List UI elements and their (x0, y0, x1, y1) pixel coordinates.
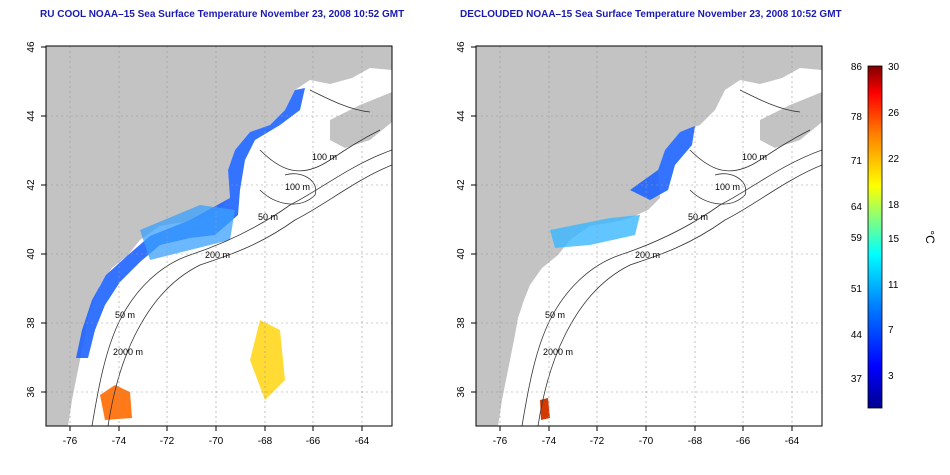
contour-label-50m-b: 50 m (545, 310, 565, 320)
contour-label-200m: 200 m (205, 250, 230, 260)
lat-tick: 44 (26, 110, 37, 122)
lat-tick: 36 (26, 386, 37, 398)
celsius-tick: 30 (888, 62, 900, 73)
lon-tick: -68 (688, 436, 703, 447)
land-mass (46, 46, 392, 426)
lon-tick: -66 (736, 436, 751, 447)
lon-tick: -70 (639, 436, 654, 447)
bathymetry-contours (521, 89, 822, 426)
celsius-tick: 18 (888, 200, 900, 211)
colorbar-gradient (867, 65, 883, 409)
fahrenheit-tick: 86 (851, 62, 863, 73)
fahrenheit-tick: 51 (851, 284, 863, 295)
lon-tick: -76 (63, 436, 78, 447)
contour-label-50m: 50 m (258, 212, 278, 222)
fahrenheit-tick: 59 (851, 233, 863, 244)
lat-tick: 42 (456, 179, 467, 191)
lat-tick: 42 (26, 179, 37, 191)
right-panel-title: DECLOUDED NOAA–15 Sea Surface Temperatur… (460, 9, 842, 20)
lat-tick: 46 (456, 41, 467, 53)
celsius-tick: 7 (888, 325, 894, 336)
celsius-tick: 11 (888, 280, 899, 291)
left-sst-map[interactable]: 100 m 100 m 50 m 200 m 50 m 2000 m -76 -… (0, 0, 420, 475)
sst-warm-speck (540, 398, 550, 420)
lon-tick: -68 (258, 436, 273, 447)
contour-label-2000m: 2000 m (543, 347, 573, 357)
bathymetry-contours (91, 89, 392, 426)
contour-label-100m-b: 100 m (285, 182, 310, 192)
lat-tick: 44 (456, 110, 467, 122)
celsius-tick: 15 (888, 234, 900, 245)
contour-label-100m-a: 100 m (742, 152, 767, 162)
lat-tick: 38 (26, 317, 37, 329)
fahrenheit-tick: 44 (851, 330, 863, 341)
sst-warm-patch (100, 385, 132, 420)
fahrenheit-tick: 64 (851, 202, 863, 213)
lon-tick: -64 (355, 436, 370, 447)
sst-shelf-patch (550, 215, 640, 248)
fahrenheit-tick: 71 (851, 156, 863, 167)
nova-scotia (760, 92, 822, 148)
grid-lines (476, 46, 822, 426)
contour-label-100m-a: 100 m (312, 152, 337, 162)
fahrenheit-tick: 78 (851, 112, 863, 123)
fahrenheit-tick: 37 (851, 374, 863, 385)
lat-tick: 40 (456, 248, 467, 260)
temperature-colorbar: 86 78 71 64 59 51 44 37 30 26 22 18 15 1… (851, 62, 937, 409)
lon-tick: -70 (209, 436, 224, 447)
lon-tick: -74 (112, 436, 127, 447)
contour-label-50m-b: 50 m (115, 310, 135, 320)
right-sst-map[interactable]: 100 m 100 m 50 m 200 m 50 m 2000 m -76 -… (430, 0, 850, 475)
lon-tick: -72 (160, 436, 175, 447)
lat-tick: 38 (456, 317, 467, 329)
lon-tick: -74 (542, 436, 557, 447)
lat-tick: 36 (456, 386, 467, 398)
lat-tick: 40 (26, 248, 37, 260)
contour-label-2000m: 2000 m (113, 347, 143, 357)
lon-tick: -66 (306, 436, 321, 447)
contour-label-200m: 200 m (635, 250, 660, 260)
contour-label-100m-b: 100 m (715, 182, 740, 192)
contour-label-50m: 50 m (688, 212, 708, 222)
grid-lines (46, 46, 392, 426)
celsius-tick: 22 (888, 154, 900, 165)
sst-shelf-patch (140, 205, 235, 260)
left-panel-title: RU COOL NOAA–15 Sea Surface Temperature … (40, 9, 405, 20)
celsius-tick: 26 (888, 108, 900, 119)
celsius-tick: 3 (888, 371, 894, 382)
land-mass (476, 46, 822, 426)
lon-tick: -64 (785, 436, 800, 447)
sst-warm-patch-2 (250, 320, 285, 400)
lon-tick: -76 (493, 436, 508, 447)
celsius-unit: °C (923, 230, 937, 244)
lon-tick: -72 (590, 436, 605, 447)
nova-scotia (330, 92, 392, 148)
lat-tick: 46 (26, 41, 37, 53)
